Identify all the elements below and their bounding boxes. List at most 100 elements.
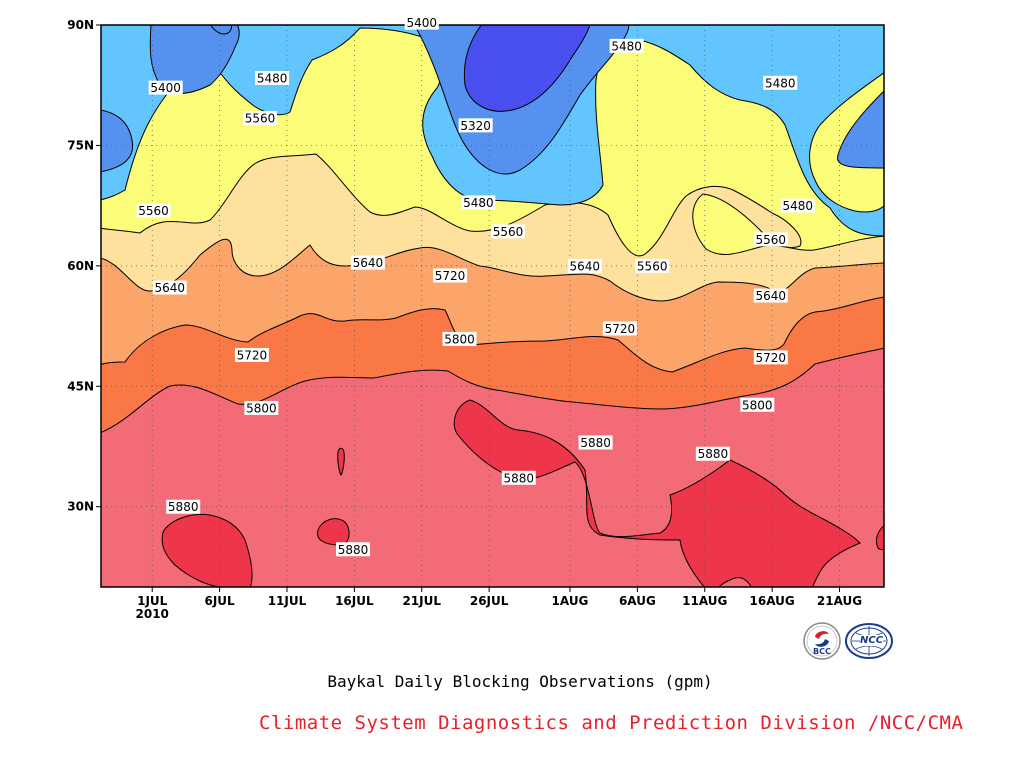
contour-label-box [244,400,279,415]
fill-5880-core-main [453,399,861,587]
contour-label-box [501,470,536,485]
contour-label-box [740,397,775,412]
contour-label: 5480 [763,75,798,90]
contour-label-text: 5480 [463,196,494,210]
contour-label: 5640 [152,280,187,295]
x-tick-label: 6AUG [619,594,656,608]
contour-label-box [567,258,602,273]
contour-label-text: 5720 [605,322,636,336]
x-tick-label: 1JUL [137,594,168,608]
y-tick-label: 30N [67,500,94,514]
bcc-logo-icon [803,622,841,660]
contour-label: 5400 [148,80,183,95]
contour-label: 5800 [244,400,279,415]
contour-label: 5640 [567,258,602,273]
contour-label: 5480 [461,195,496,210]
fill-5880-core-small [316,518,350,546]
contour-label-box [753,288,788,303]
contour-label-box [602,321,637,336]
contour-label-text: 5560 [138,204,169,218]
ncc-logo: NCC [844,621,894,661]
y-tick-label: 90N [67,18,94,32]
contour-label-box [336,542,371,557]
bcc-logo-label: BCC [813,647,831,656]
contour-label-box [458,118,493,133]
contour-label-box [243,111,278,126]
bcc-logo: BCC [802,621,842,661]
x-tick-label: 21AUG [817,594,862,608]
contour-label-box [255,70,290,85]
fill-5320-band-left [101,109,134,173]
fill-lowest-band [463,25,591,112]
contour-label-box [609,38,644,53]
contour-label: 5880 [336,542,371,557]
x-tick-label: 16AUG [750,594,795,608]
contour-label-text: 5480 [611,39,642,53]
contour-label-box [753,232,788,247]
contour-label-text: 5880 [338,543,369,557]
x-tick-label: 26JUL [470,594,509,608]
contour-label: 5720 [433,268,468,283]
x-tick-label: 6JUL [204,594,235,608]
contour-label: 5560 [136,203,171,218]
contour-label: 5560 [635,258,670,273]
contour-label-text: 5800 [246,401,277,415]
contour-label: 5560 [243,111,278,126]
contour-label: 5720 [753,350,788,365]
contour-label-box [578,435,613,450]
contour-label: 5480 [780,198,815,213]
contour-label-text: 5640 [570,259,601,273]
contour-label-text: 5880 [580,436,611,450]
contour-label: 5560 [490,224,525,239]
contour-label-text: 5880 [504,471,535,485]
contour-label-text: 5640 [353,256,384,270]
contour-label-box [234,347,269,362]
contour-label-box [136,203,171,218]
contour-label-box [152,280,187,295]
contour-label: 5880 [166,499,201,514]
credit-text: Climate System Diagnostics and Predictio… [259,712,964,734]
contour-label: 5720 [602,321,637,336]
contour-label-box [780,198,815,213]
contour-label: 5560 [753,232,788,247]
contour-label-box [763,75,798,90]
contour-label-text: 5720 [756,351,787,365]
x-tick-label: 11JUL [268,594,307,608]
contour-label-box [442,331,477,346]
plot-frame [100,24,885,588]
contour-label-box [404,15,439,30]
fill-5880-core-edge [875,525,884,551]
fill-5880-core-left [161,513,253,587]
contour-label-text: 5880 [698,447,729,461]
contour-label-text: 5400 [406,16,437,30]
fill-5880-core-tiny [337,447,345,476]
contour-label: 5400 [404,15,439,30]
contour-label-text: 5720 [237,348,268,362]
contour-label: 5880 [695,446,730,461]
y-tick-label: 75N [67,138,94,152]
contour-label: 5320 [458,118,493,133]
contour-label: 5880 [501,470,536,485]
x-year-label: 2010 [136,607,169,621]
contour-label-text: 5560 [493,225,524,239]
contour-label: 5480 [255,70,290,85]
contour-label-box [490,224,525,239]
contour-label-text: 5480 [765,76,796,90]
contour-label-box [350,255,385,270]
contour-label-box [433,268,468,283]
contour-label-text: 5480 [257,71,288,85]
contour-label-text: 5800 [742,398,773,412]
y-tick-label: 45N [67,379,94,393]
contour-label-text: 5560 [756,233,787,247]
contour-label: 5800 [740,397,775,412]
contour-label: 5720 [234,347,269,362]
x-tick-label: 11AUG [682,594,727,608]
contour-label-text: 5640 [154,281,185,295]
x-tick-label: 21JUL [402,594,441,608]
contour-labels: 5400 5400 5480 5480 5480 5480 5480 5320 5560 5560… [136,15,815,557]
contour-label-box [635,258,670,273]
contour-label-box [148,80,183,95]
contour-label-text: 5800 [444,332,475,346]
